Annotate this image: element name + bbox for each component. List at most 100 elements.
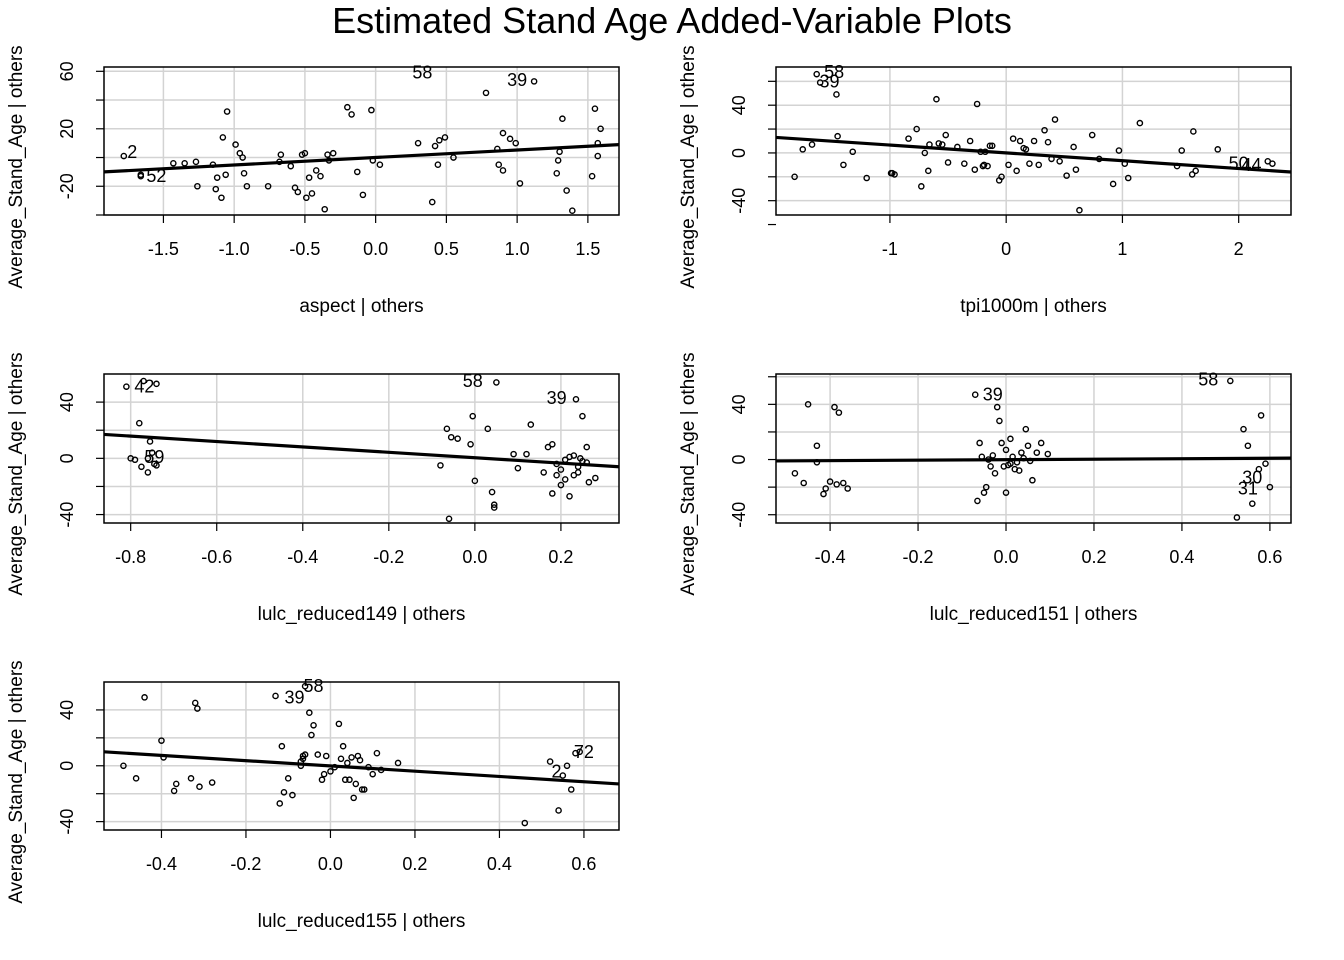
data-point [153, 380, 160, 388]
data-point [597, 125, 604, 133]
x-axis-label: lulc_reduced151 | others [930, 604, 1138, 625]
y-tick-label: 40 [729, 95, 749, 115]
data-point [1033, 449, 1041, 456]
data-point [436, 136, 443, 144]
data-point [196, 783, 203, 791]
data-point [337, 755, 345, 763]
x-tick-label: 0.6 [1257, 547, 1282, 567]
data-point [132, 775, 140, 782]
data-point [223, 108, 231, 115]
data-point [1255, 465, 1263, 473]
data-point [986, 142, 994, 150]
data-point [1192, 167, 1199, 175]
data-point [572, 396, 580, 403]
data-point [414, 139, 422, 147]
data-point [918, 183, 925, 190]
data-point [557, 481, 565, 489]
y-tick-label: 60 [57, 61, 77, 81]
data-point [974, 497, 981, 505]
data-point [208, 779, 216, 786]
data-point [530, 78, 538, 85]
data-point [327, 768, 334, 775]
point-label: 72 [574, 742, 594, 762]
data-point [344, 759, 351, 767]
data-point [835, 409, 843, 416]
data-point [153, 462, 160, 469]
data-point [240, 170, 248, 177]
data-point [1076, 206, 1083, 214]
data-point [555, 807, 562, 814]
data-point [980, 489, 988, 496]
data-point [484, 425, 492, 433]
data-point [394, 759, 402, 767]
data-point [971, 166, 979, 173]
data-point [447, 433, 455, 441]
data-point [499, 167, 507, 174]
data-point [344, 103, 351, 111]
data-point [148, 449, 156, 457]
data-point [844, 485, 851, 492]
data-point [120, 152, 128, 160]
data-point [1266, 483, 1274, 491]
data-point [322, 752, 330, 760]
data-point [144, 455, 152, 462]
y-tick-label: 0 [57, 761, 77, 771]
data-point [966, 137, 974, 145]
data-point [563, 187, 570, 194]
data-point [368, 106, 375, 114]
data-point [321, 205, 329, 213]
data-point [350, 794, 357, 802]
regression-fit-line [104, 750, 619, 786]
data-point [813, 442, 821, 450]
plot-frame [775, 66, 1292, 216]
data-point [1240, 425, 1247, 433]
data-point [557, 466, 565, 473]
data-point [359, 191, 367, 199]
point-label: 52 [146, 166, 166, 186]
regression-fit-line [776, 456, 1291, 463]
data-point [1005, 161, 1012, 169]
data-point [944, 159, 952, 166]
data-point [218, 194, 225, 202]
point-label: 58 [1198, 370, 1218, 390]
data-point [579, 412, 586, 420]
data-point [308, 190, 316, 197]
data-point [987, 463, 994, 470]
data-point [170, 159, 177, 167]
y-axis-label: Average_Stand_Age | others [678, 45, 699, 288]
data-point [287, 162, 295, 170]
data-point [1178, 147, 1186, 154]
data-point [493, 379, 500, 386]
data-point [272, 692, 279, 700]
data-point [360, 786, 368, 793]
data-point [996, 417, 1003, 425]
data-point [131, 456, 139, 464]
data-point [305, 174, 313, 181]
data-point [222, 171, 229, 179]
data-point [585, 478, 593, 486]
data-point [791, 173, 798, 181]
data-point [346, 776, 353, 784]
y-tick-label: -20 [57, 173, 77, 199]
regression-fit-line [104, 142, 619, 174]
data-point [891, 171, 898, 178]
data-point [482, 89, 490, 97]
data-point [469, 412, 477, 420]
data-point [232, 141, 239, 148]
point-label: 2 [127, 142, 137, 162]
data-point [1018, 449, 1025, 456]
data-point [339, 742, 347, 750]
x-tick-label: 2 [1234, 239, 1244, 259]
data-point [831, 403, 838, 411]
x-axis-label: lulc_reduced149 | others [258, 604, 466, 625]
point-label: 30 [1242, 467, 1262, 487]
data-point [993, 403, 1001, 411]
data-point [510, 450, 517, 458]
data-point [373, 749, 381, 757]
x-tick-label: -0.4 [815, 547, 846, 567]
point-label: 58 [412, 63, 432, 83]
x-tick-label: 0.0 [993, 547, 1018, 567]
data-point [826, 478, 834, 485]
data-point [1051, 116, 1059, 123]
data-point [1227, 377, 1234, 385]
